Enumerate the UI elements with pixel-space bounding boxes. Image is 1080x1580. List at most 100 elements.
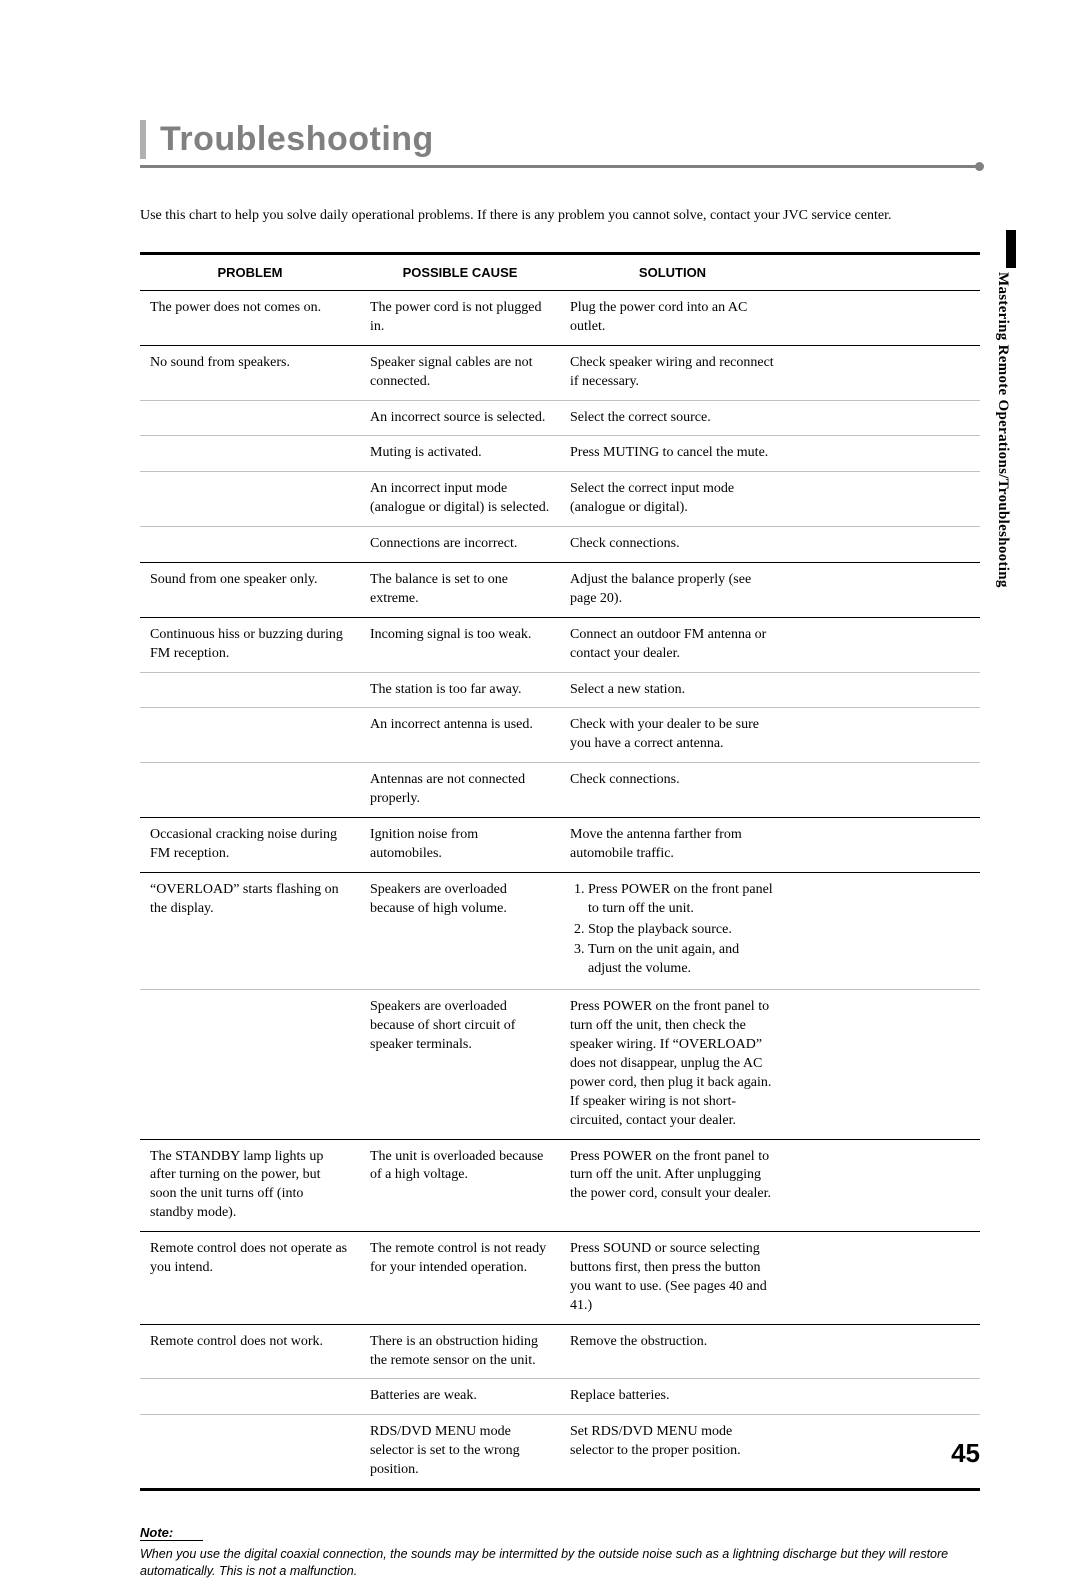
problem-cell xyxy=(140,401,360,436)
problem-cell: The power does not comes on. xyxy=(140,291,360,345)
table-row: Connections are incorrect.Check connecti… xyxy=(140,526,980,562)
problem-cell xyxy=(140,436,360,471)
solution-cell: Remove the obstruction. xyxy=(560,1325,785,1379)
side-tab-text: Mastering Remote Operations/Troubleshoot… xyxy=(994,272,1011,588)
table-row: No sound from speakers.Speaker signal ca… xyxy=(140,346,980,400)
problem-cell xyxy=(140,527,360,562)
cause-cell: Speakers are overloaded because of high … xyxy=(360,873,560,989)
table-body: The power does not comes on.The power co… xyxy=(140,291,980,1488)
problem-cell xyxy=(140,763,360,817)
table-row: The station is too far away.Select a new… xyxy=(140,672,980,708)
solution-cell: Check with your dealer to be sure you ha… xyxy=(560,708,785,762)
table-group: Sound from one speaker only.The balance … xyxy=(140,563,980,618)
solution-list-item: Press POWER on the front panel to turn o… xyxy=(588,881,775,919)
table-group: Continuous hiss or buzzing during FM rec… xyxy=(140,618,980,818)
table-row: Remote control does not work.There is an… xyxy=(140,1325,980,1379)
solution-cell: Select the correct source. xyxy=(560,401,785,436)
problem-cell: The STANDBY lamp lights up after turning… xyxy=(140,1140,360,1232)
cause-cell: The station is too far away. xyxy=(360,673,560,708)
table-row: Continuous hiss or buzzing during FM rec… xyxy=(140,618,980,672)
problem-cell: Remote control does not operate as you i… xyxy=(140,1232,360,1324)
solution-cell: Press SOUND or source selecting buttons … xyxy=(560,1232,785,1324)
table-row: Batteries are weak.Replace batteries. xyxy=(140,1378,980,1414)
solution-cell: Check connections. xyxy=(560,763,785,817)
col-header-solution: SOLUTION xyxy=(560,255,785,290)
cause-cell: There is an obstruction hiding the remot… xyxy=(360,1325,560,1379)
note-heading: Note: xyxy=(140,1525,203,1541)
solution-cell: Press MUTING to cancel the mute. xyxy=(560,436,785,471)
solution-cell: Move the antenna farther from automobile… xyxy=(560,818,785,872)
solution-cell: Replace batteries. xyxy=(560,1379,785,1414)
solution-cell: Check connections. xyxy=(560,527,785,562)
col-header-problem: PROBLEM xyxy=(140,255,360,290)
cause-cell: An incorrect antenna is used. xyxy=(360,708,560,762)
table-row: Remote control does not operate as you i… xyxy=(140,1232,980,1324)
page: Troubleshooting Use this chart to help y… xyxy=(0,0,1080,1529)
problem-cell xyxy=(140,673,360,708)
page-number: 45 xyxy=(951,1438,980,1469)
intro-text: Use this chart to help you solve daily o… xyxy=(140,208,980,224)
solution-cell: Select a new station. xyxy=(560,673,785,708)
solution-list-item: Stop the playback source. xyxy=(588,921,775,940)
table-group: Remote control does not operate as you i… xyxy=(140,1232,980,1325)
solution-cell: Set RDS/DVD MENU mode selector to the pr… xyxy=(560,1415,785,1488)
side-tab: Mastering Remote Operations/Troubleshoot… xyxy=(994,230,1028,588)
solution-cell: Adjust the balance properly (see page 20… xyxy=(560,563,785,617)
cause-cell: Speakers are overloaded because of short… xyxy=(360,990,560,1138)
solution-cell: Press POWER on the front panel to turn o… xyxy=(560,1140,785,1232)
problem-cell xyxy=(140,472,360,526)
cause-cell: The power cord is not plugged in. xyxy=(360,291,560,345)
solution-cell: Check speaker wiring and reconnect if ne… xyxy=(560,346,785,400)
table-row: Sound from one speaker only.The balance … xyxy=(140,563,980,617)
problem-cell xyxy=(140,1415,360,1488)
problem-cell: “OVERLOAD” starts flashing on the displa… xyxy=(140,873,360,989)
problem-cell: No sound from speakers. xyxy=(140,346,360,400)
cause-cell: Incoming signal is too weak. xyxy=(360,618,560,672)
table-group: The power does not comes on.The power co… xyxy=(140,291,980,346)
solution-cell: Press POWER on the front panel to turn o… xyxy=(560,873,785,989)
problem-cell xyxy=(140,708,360,762)
cause-cell: An incorrect input mode (analogue or dig… xyxy=(360,472,560,526)
cause-cell: The balance is set to one extreme. xyxy=(360,563,560,617)
page-title: Troubleshooting xyxy=(160,120,980,159)
solution-cell: Connect an outdoor FM antenna or contact… xyxy=(560,618,785,672)
problem-cell xyxy=(140,1379,360,1414)
table-row: Antennas are not connected properly.Chec… xyxy=(140,762,980,817)
table-row: The power does not comes on.The power co… xyxy=(140,291,980,345)
cause-cell: Batteries are weak. xyxy=(360,1379,560,1414)
solution-cell: Press POWER on the front panel to turn o… xyxy=(560,990,785,1138)
troubleshooting-table: PROBLEM POSSIBLE CAUSE SOLUTION The powe… xyxy=(140,252,980,1491)
solution-cell: Select the correct input mode (analogue … xyxy=(560,472,785,526)
problem-cell: Remote control does not work. xyxy=(140,1325,360,1379)
cause-cell: RDS/DVD MENU mode selector is set to the… xyxy=(360,1415,560,1488)
solution-list-item: Turn on the unit again, and adjust the v… xyxy=(588,941,775,979)
table-row: “OVERLOAD” starts flashing on the displa… xyxy=(140,873,980,989)
note-body: When you use the digital coaxial connect… xyxy=(140,1546,980,1580)
cause-cell: The unit is overloaded because of a high… xyxy=(360,1140,560,1232)
table-row: Occasional cracking noise during FM rece… xyxy=(140,818,980,872)
cause-cell: An incorrect source is selected. xyxy=(360,401,560,436)
col-header-cause: POSSIBLE CAUSE xyxy=(360,255,560,290)
table-group: Remote control does not work.There is an… xyxy=(140,1325,980,1488)
table-row: The STANDBY lamp lights up after turning… xyxy=(140,1140,980,1232)
title-rule xyxy=(140,165,980,168)
cause-cell: Antennas are not connected properly. xyxy=(360,763,560,817)
table-row: An incorrect antenna is used.Check with … xyxy=(140,707,980,762)
table-group: No sound from speakers.Speaker signal ca… xyxy=(140,346,980,563)
problem-cell xyxy=(140,990,360,1138)
side-tab-bar xyxy=(1006,230,1016,268)
table-row: RDS/DVD MENU mode selector is set to the… xyxy=(140,1414,980,1488)
table-group: “OVERLOAD” starts flashing on the displa… xyxy=(140,873,980,1140)
table-row: Speakers are overloaded because of short… xyxy=(140,989,980,1138)
table-group: Occasional cracking noise during FM rece… xyxy=(140,818,980,873)
cause-cell: The remote control is not ready for your… xyxy=(360,1232,560,1324)
problem-cell: Occasional cracking noise during FM rece… xyxy=(140,818,360,872)
table-row: An incorrect input mode (analogue or dig… xyxy=(140,471,980,526)
cause-cell: Connections are incorrect. xyxy=(360,527,560,562)
problem-cell: Sound from one speaker only. xyxy=(140,563,360,617)
cause-cell: Ignition noise from automobiles. xyxy=(360,818,560,872)
cause-cell: Muting is activated. xyxy=(360,436,560,471)
problem-cell: Continuous hiss or buzzing during FM rec… xyxy=(140,618,360,672)
table-header-row: PROBLEM POSSIBLE CAUSE SOLUTION xyxy=(140,255,980,291)
table-row: An incorrect source is selected.Select t… xyxy=(140,400,980,436)
